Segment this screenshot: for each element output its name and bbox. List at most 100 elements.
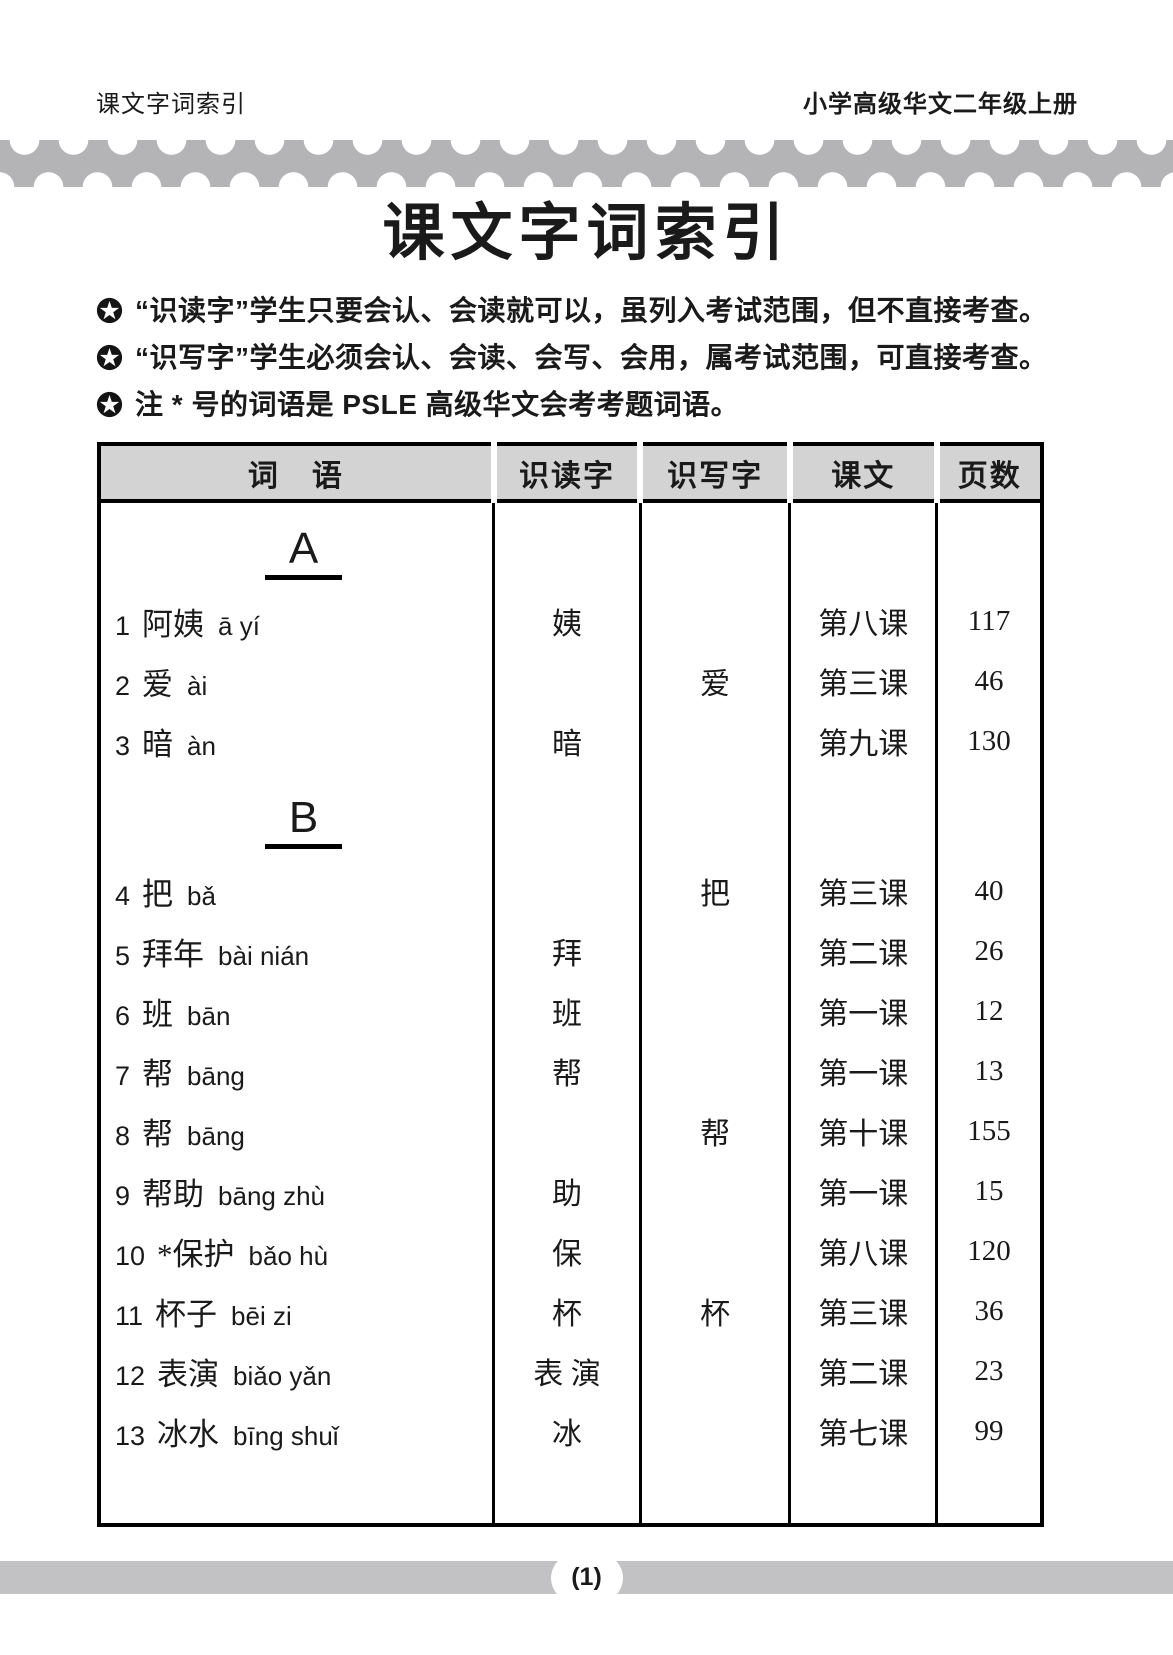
lesson-cell: 第十课: [788, 1101, 937, 1162]
section-letter-cell: A: [99, 501, 494, 591]
entry-row: 8 帮 bāng 帮 第十课 155: [99, 1101, 1042, 1162]
recognize-cell: 助: [492, 1161, 641, 1222]
entry-number: 5: [115, 940, 131, 971]
empty-cell: [638, 1461, 790, 1526]
page-cell: 99: [935, 1401, 1042, 1462]
entry-pinyin: bāng: [187, 1060, 245, 1091]
word-index-table: 词 语 识读字 识写字 课文 页数 A 1 阿姨 ā yí 姨第八课 117 2 爱 ài 爱第三…: [97, 442, 1044, 1528]
note-text: “识写字”学生必须会认、会读、会写、会用，属考试范围，可直接考查。: [135, 342, 1048, 374]
column-header-page: 页数: [933, 444, 1042, 504]
footer-bar: (1): [0, 1548, 1173, 1607]
entry-pinyin: bāng: [187, 1120, 245, 1151]
write-cell: [638, 921, 790, 982]
write-cell: [638, 1041, 790, 1102]
entry-number: 9: [115, 1180, 131, 1211]
recognize-cell: 保: [492, 1221, 641, 1282]
entry-row: 4 把 bǎ 把第三课 40: [99, 861, 1042, 922]
note-text: “识读字”学生只要会认、会读就可以，虽列入考试范围，但不直接考查。: [135, 295, 1048, 327]
write-cell: 杯: [638, 1281, 790, 1342]
write-cell: [638, 1341, 790, 1402]
write-cell: [638, 711, 790, 772]
entry-word: 把: [142, 876, 174, 912]
entry-word: 冰水: [157, 1416, 220, 1452]
write-cell: 爱: [638, 651, 790, 712]
star-in-circle-icon: [96, 298, 123, 324]
page-cell: 36: [935, 1281, 1042, 1342]
section-letter-label: A: [264, 524, 343, 581]
note-line: “识读字”学生只要会认、会读就可以，虽列入考试范围，但不直接考查。: [96, 287, 1078, 334]
entry-row: 5 拜年 bài nián 拜 第二课 26: [99, 921, 1042, 982]
recognize-cell: [492, 861, 641, 922]
entry-number: 11: [115, 1300, 144, 1331]
entry-row: 3 暗 àn 暗第九课 130: [99, 711, 1042, 772]
page-cell: 117: [935, 591, 1042, 652]
column-header-word: 词 语: [99, 444, 494, 504]
entry-row: 12 表演 biǎo yǎn 表 演 第二课 23: [99, 1341, 1042, 1402]
page-cell: 26: [935, 921, 1042, 982]
entry-pinyin: àn: [187, 730, 216, 761]
entry-number: 3: [115, 730, 131, 761]
page-cell: 15: [935, 1161, 1042, 1222]
page-cell: [935, 771, 1042, 862]
star-in-circle-icon: [96, 392, 123, 418]
word-cell: 9 帮助 bāng zhù: [99, 1161, 494, 1221]
entry-pinyin: ài: [187, 670, 208, 701]
entry-word: 拜年: [142, 936, 205, 972]
lesson-cell: 第八课: [788, 591, 937, 652]
page-cell: [935, 501, 1042, 592]
empty-spacer-row: [99, 1461, 1042, 1526]
decorative-punched-band: [0, 140, 1173, 187]
entry-row: 9 帮助 bāng zhù 助 第一课 15: [99, 1161, 1042, 1222]
lesson-cell: 第九课: [788, 711, 937, 772]
write-cell: [638, 1221, 790, 1282]
recognize-cell: [492, 771, 641, 862]
write-cell: 把: [638, 861, 790, 922]
lesson-cell: 第一课: [788, 1161, 937, 1222]
word-cell: 5 拜年 bài nián: [99, 921, 494, 981]
entry-number: 12: [115, 1360, 146, 1391]
section-row: A: [99, 501, 1042, 592]
running-header-left: 课文字词索引: [96, 91, 246, 118]
entry-word: 帮: [142, 1056, 174, 1092]
entry-pinyin: bài nián: [218, 940, 310, 971]
page-cell: 46: [935, 651, 1042, 712]
section-letter-label: B: [264, 793, 343, 850]
recognize-cell: 拜: [492, 921, 641, 982]
word-cell: 10 *保护 bǎo hù: [99, 1221, 494, 1281]
entry-word: 阿姨: [142, 606, 205, 642]
empty-cell: [99, 1461, 494, 1525]
column-header-lesson: 课文: [786, 444, 937, 504]
recognize-cell: 班: [492, 981, 641, 1042]
recognize-cell: 杯: [492, 1281, 641, 1342]
star-in-circle-icon: [96, 345, 123, 371]
page-cell: 12: [935, 981, 1042, 1042]
word-cell: 13 冰水 bīng shuǐ: [99, 1401, 494, 1461]
write-cell: [638, 1161, 790, 1222]
word-cell: 4 把 bǎ: [99, 861, 494, 921]
page-cell: 155: [935, 1101, 1042, 1162]
entry-pinyin: biǎo yǎn: [233, 1360, 332, 1391]
word-cell: 2 爱 ài: [99, 651, 494, 711]
note-text: 注 * 号的词语是 PSLE 高级华文会考考题词语。: [135, 389, 740, 421]
entry-word: 帮: [142, 1116, 174, 1152]
page-title: 课文字词索引: [382, 199, 791, 268]
entry-pinyin: bǎo hù: [248, 1240, 329, 1271]
entry-number: 7: [115, 1060, 131, 1091]
note-line: “识写字”学生必须会认、会读、会写、会用，属考试范围，可直接考查。: [96, 334, 1078, 381]
entry-number: 4: [115, 880, 131, 911]
word-cell: 7 帮 bāng: [99, 1041, 494, 1101]
recognize-cell: 姨: [492, 591, 641, 652]
lesson-cell: 第二课: [788, 1341, 937, 1402]
entry-word: 爱: [142, 666, 174, 702]
table-header: 词 语 识读字 识写字 课文 页数: [99, 444, 1042, 504]
entry-word: 帮助: [142, 1176, 205, 1212]
lesson-cell: 第一课: [788, 981, 937, 1042]
lesson-cell: 第一课: [788, 1041, 937, 1102]
entry-number: 8: [115, 1120, 131, 1151]
write-cell: [638, 981, 790, 1042]
entry-word: 暗: [142, 726, 174, 762]
page-cell: 130: [935, 711, 1042, 772]
page-cell: 120: [935, 1221, 1042, 1282]
word-cell: 8 帮 bāng: [99, 1101, 494, 1161]
entry-word: 表演: [157, 1356, 220, 1392]
